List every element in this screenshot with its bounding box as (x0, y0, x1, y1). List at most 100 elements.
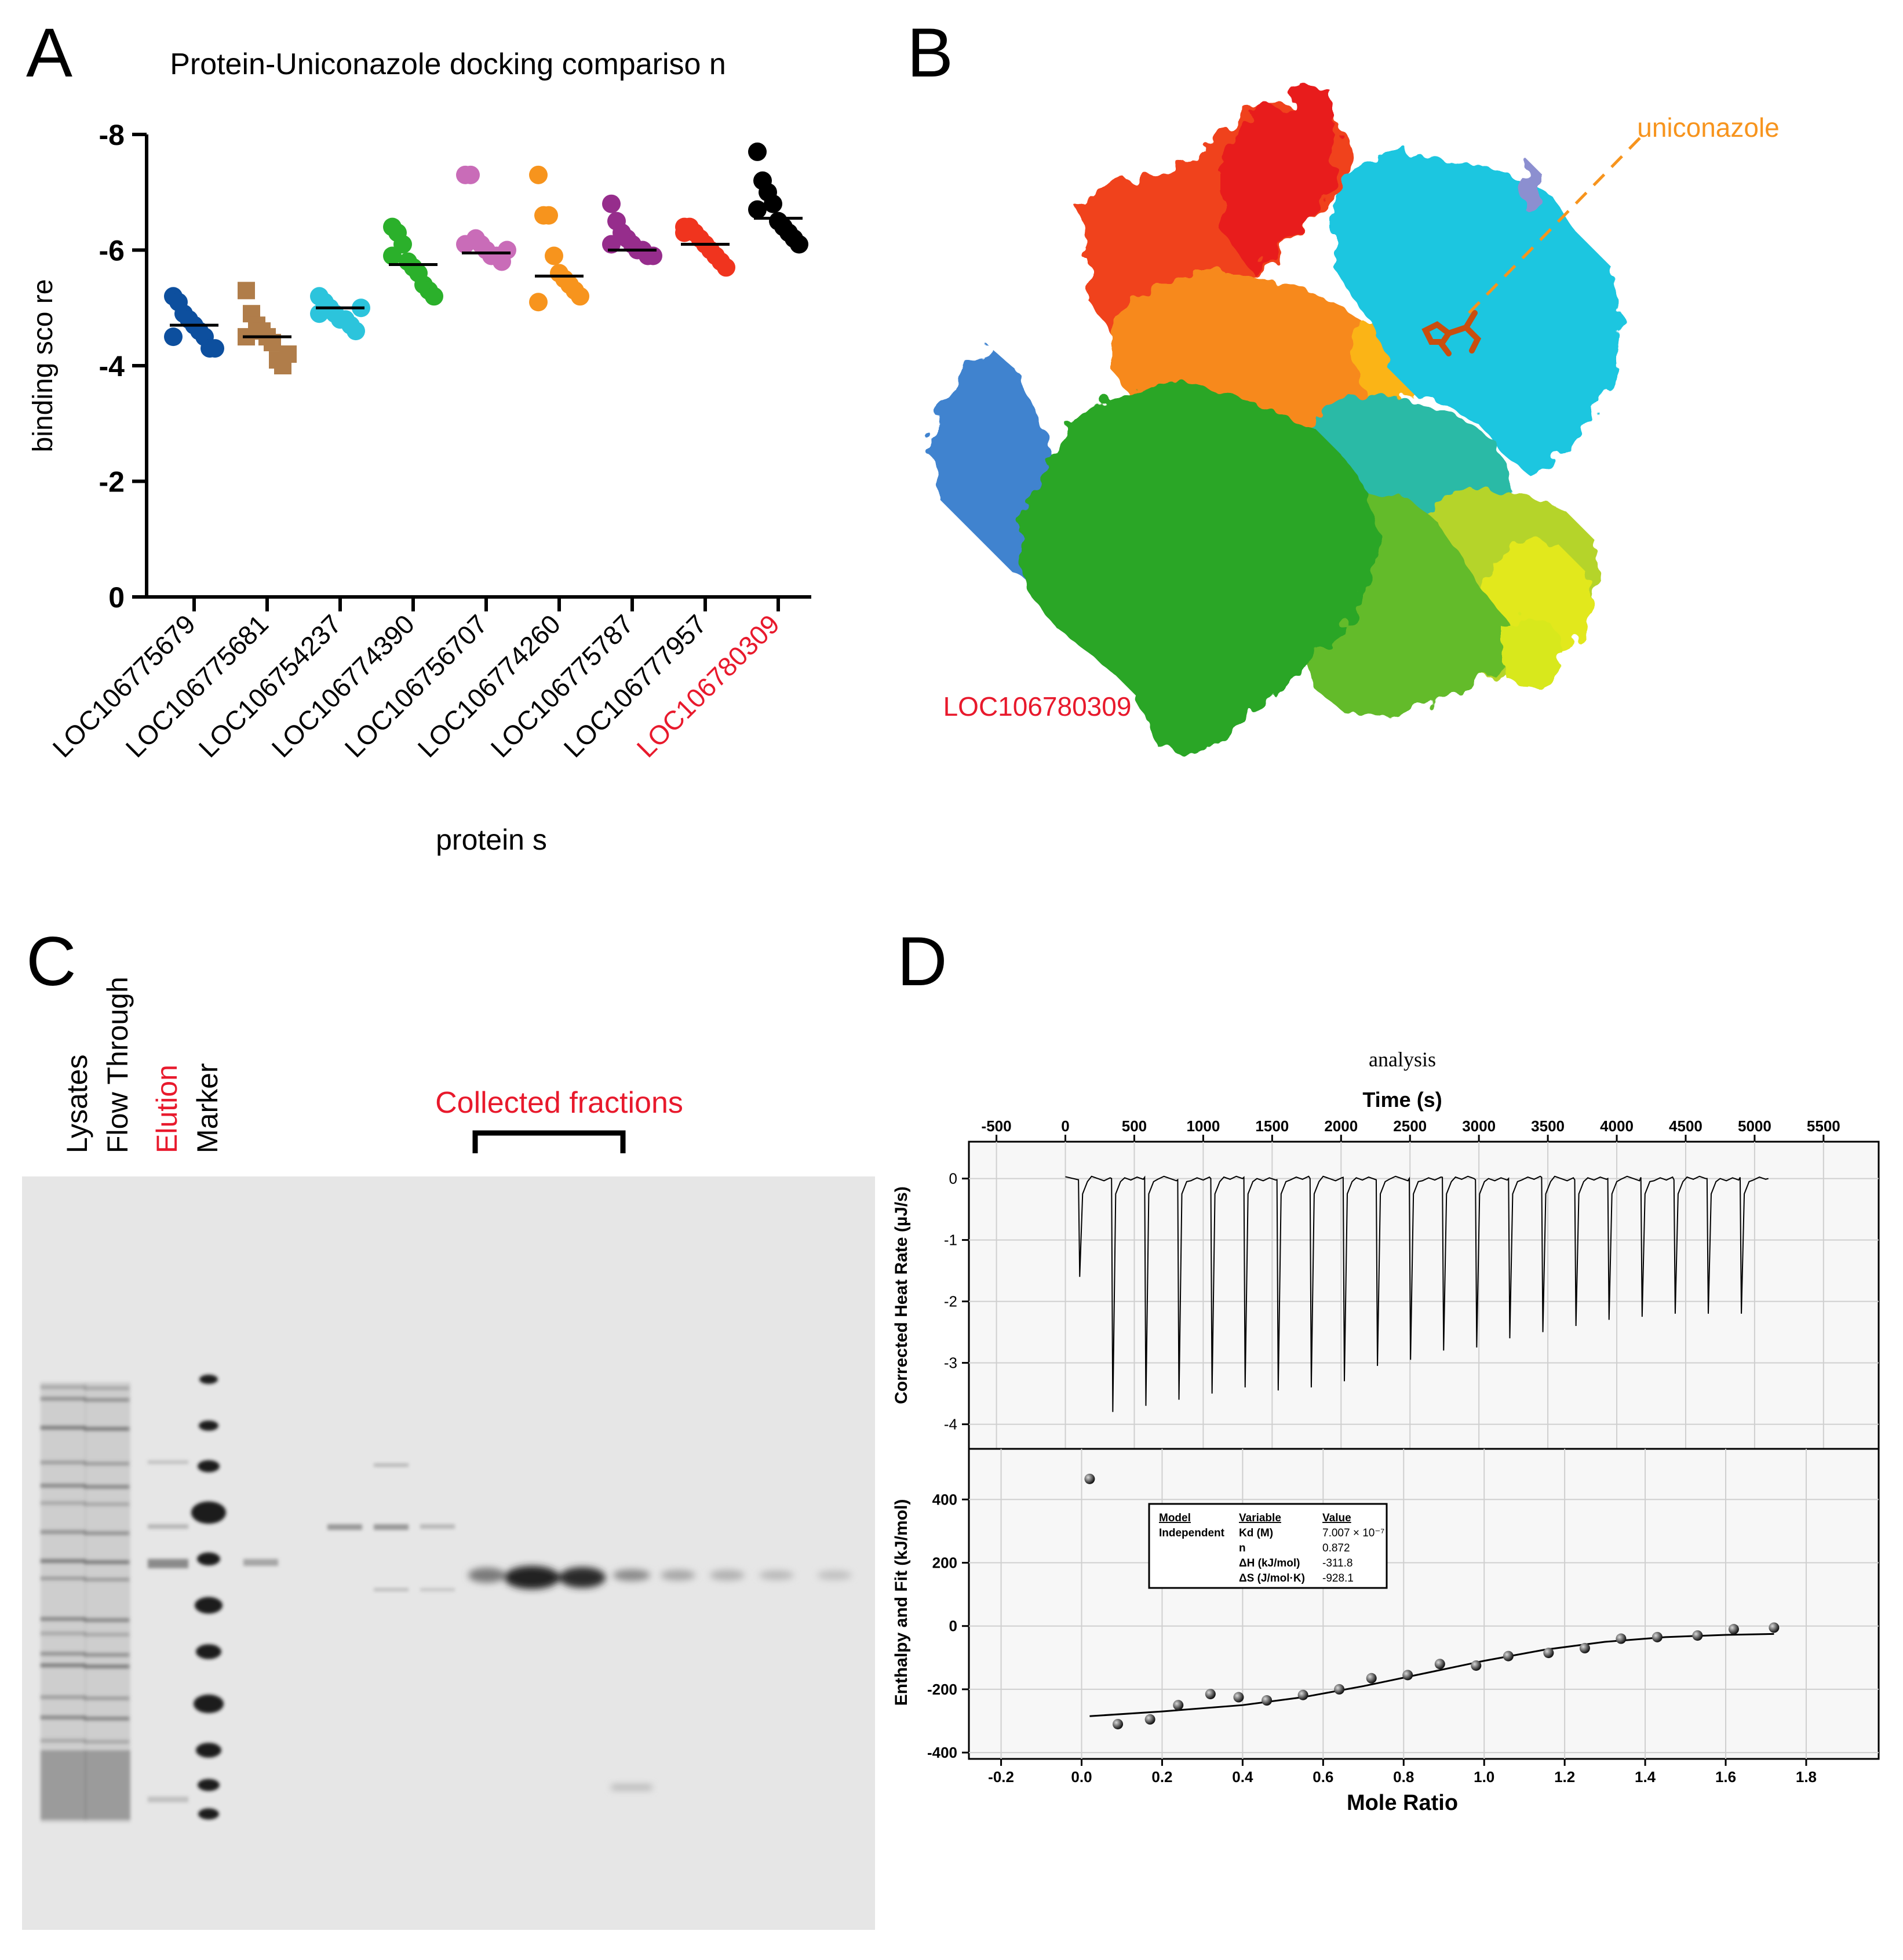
y-tick-label: -8 (99, 119, 125, 151)
gel-band (84, 1653, 129, 1657)
gel-band (41, 1385, 86, 1389)
panel-letter-c: C (26, 923, 76, 1000)
y-tick-label: -1 (944, 1232, 957, 1249)
itc-fit-curve (1089, 1633, 1774, 1717)
itc-point (1173, 1700, 1184, 1711)
x-tick-label: 3000 (1462, 1117, 1496, 1135)
chart-a-x-ticks (192, 597, 780, 611)
protein-label: LOC106780309 (943, 691, 1132, 722)
table-val-kd: 7.007 × 10⁻⁷ (1322, 1527, 1384, 1539)
itc-point (1616, 1633, 1627, 1644)
x-tick-label: 1.0 (1474, 1768, 1494, 1786)
x-tick-label: 0.4 (1232, 1768, 1253, 1786)
itc-x-top-label: Time (s) (1362, 1088, 1442, 1112)
data-point (279, 345, 297, 363)
x-tick-label: 0 (1061, 1117, 1069, 1135)
x-tick-label: 5500 (1807, 1117, 1840, 1135)
x-tick-label: 1.8 (1796, 1768, 1817, 1786)
x-tick-label: 1.4 (1635, 1768, 1656, 1786)
itc-point (1113, 1718, 1124, 1729)
chart-a-category-labels: LOC106775679LOC106775681LOC106754237LOC1… (47, 609, 785, 763)
table-header-variable: Variable (1239, 1512, 1281, 1524)
x-tick-label: -0.2 (988, 1768, 1014, 1786)
y-tick-label: 200 (932, 1554, 957, 1572)
gel-band (84, 1485, 129, 1489)
x-tick-label: 0.8 (1393, 1768, 1414, 1786)
data-point (748, 142, 767, 161)
y-tick-label: -4 (99, 350, 125, 382)
x-tick-label: 4500 (1669, 1117, 1703, 1135)
itc-bottom-y-label: Enthalpy and Fit (kJ/mol) (892, 1499, 911, 1706)
x-tick-label: -500 (982, 1117, 1012, 1135)
table-val-n: 0.872 (1322, 1542, 1350, 1554)
sds-page-gel-panel: Lysates Flow Through Elution Marker Coll… (22, 977, 875, 1930)
itc-bottom-plot-frame (968, 1448, 1880, 1760)
y-tick-label: -6 (99, 235, 125, 267)
x-tick-label: 2500 (1393, 1117, 1427, 1135)
y-tick-label: 400 (932, 1491, 957, 1508)
fractions-label: Collected fractions (435, 1086, 683, 1120)
x-tick-label: 0.2 (1151, 1768, 1172, 1786)
data-point (764, 194, 782, 213)
data-point (347, 322, 365, 341)
gel-band (84, 1740, 129, 1744)
data-point (571, 287, 589, 306)
data-point (456, 235, 475, 254)
itc-point (1543, 1648, 1554, 1659)
x-tick-label: 3500 (1531, 1117, 1565, 1135)
gel-band (41, 1559, 86, 1563)
gel-band (84, 1618, 129, 1622)
y-tick-label: -200 (927, 1681, 957, 1698)
itc-point (1579, 1642, 1590, 1653)
gel-band (41, 1739, 86, 1743)
gel-band (84, 1427, 129, 1431)
y-tick-label: -2 (944, 1293, 957, 1310)
table-header-model: Model (1159, 1512, 1191, 1524)
itc-point (1652, 1631, 1663, 1642)
gel-band (41, 1663, 86, 1667)
itc-point (1434, 1659, 1445, 1670)
gel-band (41, 1484, 86, 1488)
itc-point (1262, 1695, 1273, 1706)
y-tick-label: -2 (99, 466, 125, 498)
x-tick-label: 2000 (1324, 1117, 1358, 1135)
table-val-dh: -311.8 (1322, 1557, 1352, 1569)
lane-label-marker: Marker (191, 1063, 224, 1153)
data-point (675, 223, 694, 242)
x-tick-label: 1500 (1255, 1117, 1289, 1135)
gel-band (41, 1460, 86, 1464)
lane-label-lysates: Lysates (61, 1055, 93, 1153)
panel-letter-b: B (907, 14, 953, 92)
data-point (206, 339, 224, 358)
lane-label-elution: Elution (151, 1065, 183, 1153)
itc-point (1144, 1714, 1155, 1725)
itc-point (1728, 1624, 1739, 1635)
x-tick-label: 4000 (1600, 1117, 1634, 1135)
data-point (498, 241, 516, 260)
itc-top-y-ticks: 0 -1 -2 -3 -4 (944, 1170, 969, 1433)
itc-heat-rate-trace (1065, 1175, 1769, 1412)
itc-top-x-ticks: -500 0 500 1000 1500 2000 2500 3000 3500 4000 4500… (982, 1117, 1840, 1142)
gel-band (84, 1578, 129, 1582)
itc-top-plot-frame (968, 1141, 1880, 1450)
itc-bottom-grid (969, 1449, 1879, 1759)
itc-point (1402, 1670, 1413, 1681)
data-point (529, 165, 548, 184)
gel-band (84, 1531, 129, 1535)
itc-point (1366, 1673, 1377, 1684)
y-tick-label: -400 (927, 1744, 957, 1761)
y-tick-label: 0 (949, 1617, 957, 1635)
itc-bottom-x-ticks: -0.2 0.0 0.2 0.4 0.6 0.8 1.0 1.2 1.4 1.6 1.8 (988, 1759, 1817, 1786)
itc-point (1503, 1651, 1514, 1662)
itc-point (1769, 1622, 1780, 1633)
itc-panel: analysis Time (s) -500 0 500 1000 1500 2000 25… (892, 1048, 1880, 1815)
itc-top-y-label: Corrected Heat Rate (µJ/s) (892, 1186, 911, 1404)
chart-a-medians (170, 217, 803, 338)
table-var-kd: Kd (M) (1239, 1527, 1273, 1539)
data-point (461, 165, 480, 184)
gel-image (22, 1176, 875, 1930)
data-point (383, 246, 402, 265)
data-point (539, 206, 558, 225)
gel-band (84, 1664, 129, 1668)
